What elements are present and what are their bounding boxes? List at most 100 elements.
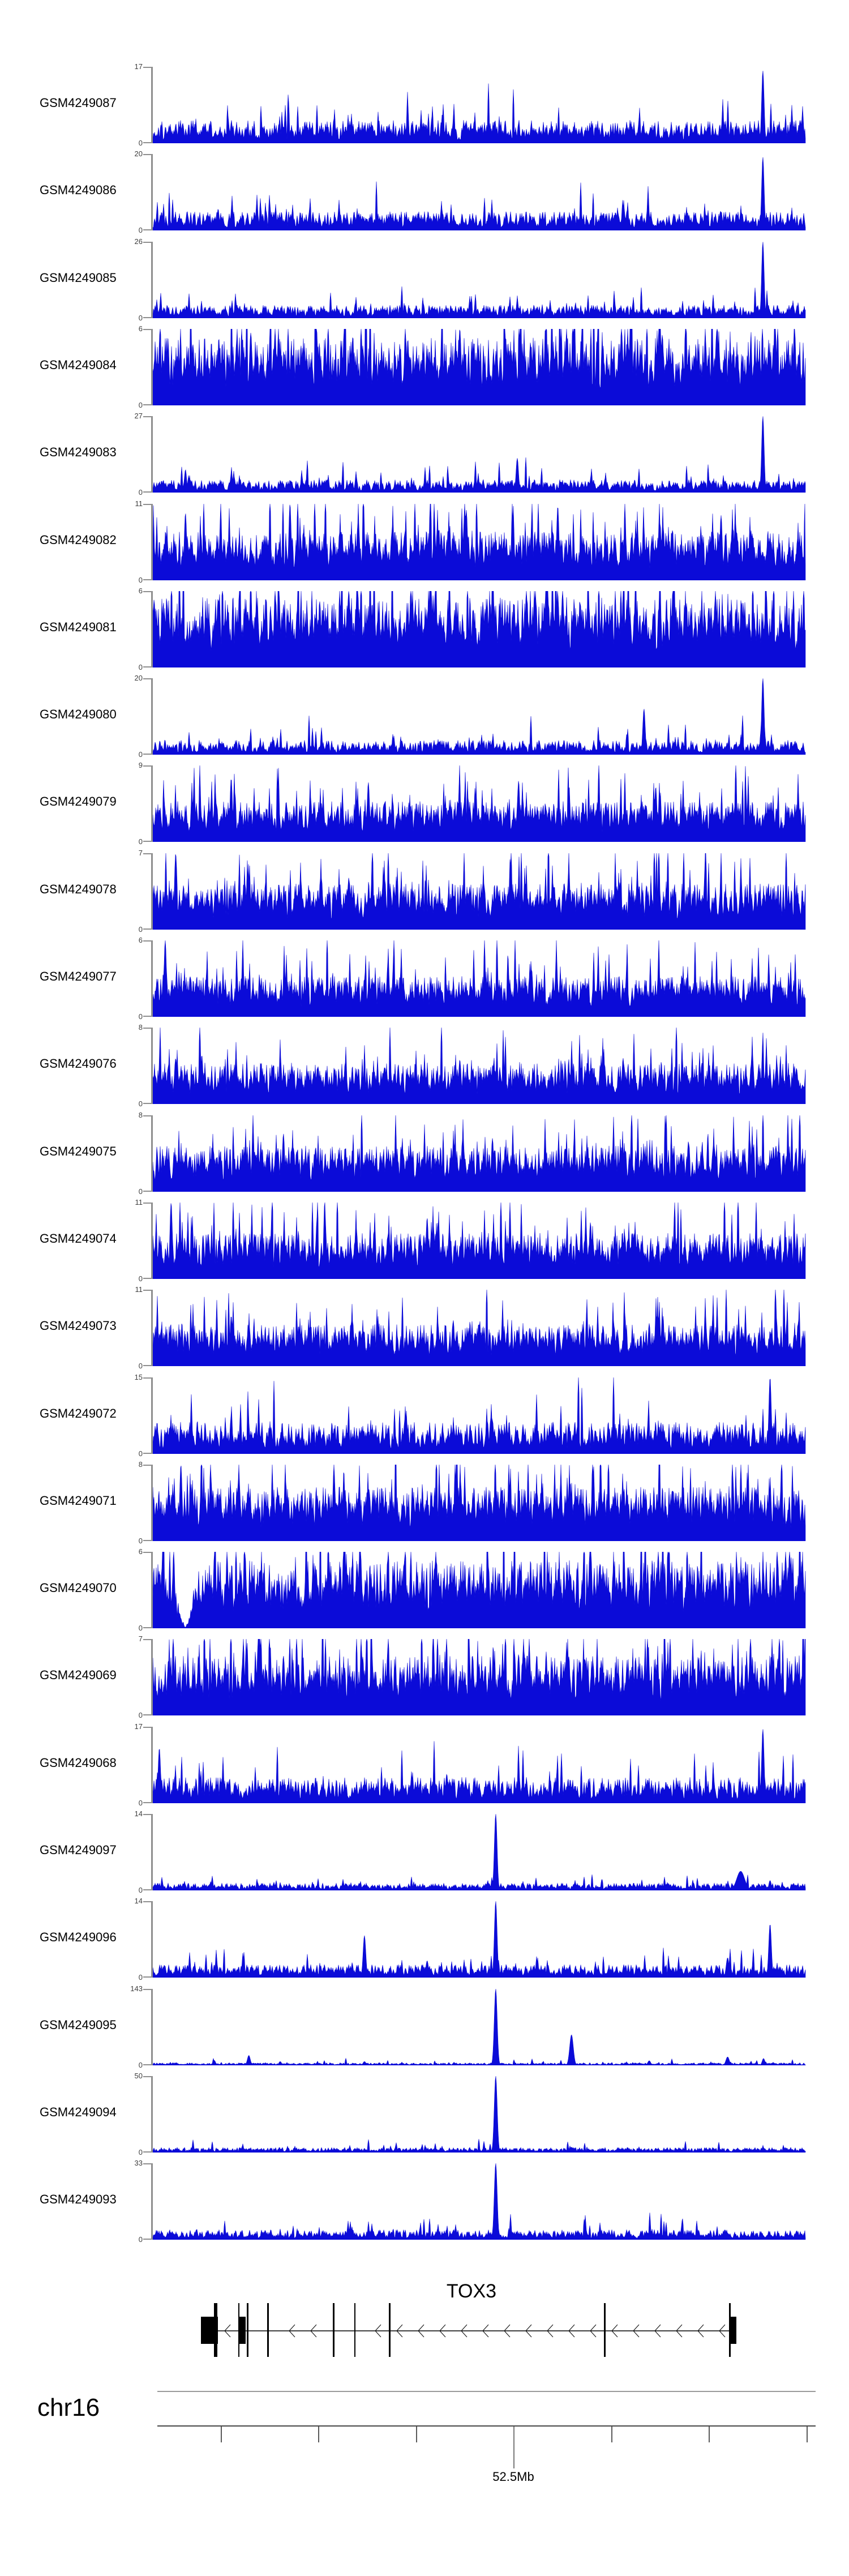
y-axis-zero-label: 0 bbox=[138, 1799, 143, 1807]
gene-exon-coding bbox=[735, 2317, 736, 2344]
y-axis-zero-tick bbox=[143, 841, 152, 842]
axis-minor-tick bbox=[416, 2427, 417, 2442]
coverage-track-row: GSM4249095 143 0 bbox=[0, 1985, 849, 2069]
y-axis-top-tick bbox=[143, 1203, 152, 1204]
coverage-signal-plot bbox=[153, 242, 806, 318]
y-axis-spine bbox=[151, 1814, 153, 1890]
coverage-signal-area bbox=[153, 1552, 806, 1628]
y-axis-top-tick bbox=[143, 1115, 152, 1116]
y-axis-zero-tick bbox=[143, 928, 152, 930]
axis-minor-tick bbox=[709, 2427, 710, 2442]
coverage-track-row: GSM4249084 6 0 bbox=[0, 325, 849, 409]
gene-track-panel: TOX3 bbox=[0, 2276, 849, 2378]
coverage-track-row: GSM4249086 20 0 bbox=[0, 150, 849, 234]
y-axis-spine bbox=[151, 940, 153, 1017]
y-axis-zero-tick bbox=[143, 1627, 152, 1628]
axis-minor-tick bbox=[611, 2427, 612, 2442]
coverage-signal-area bbox=[153, 765, 806, 842]
coverage-signal-area bbox=[153, 1028, 806, 1104]
y-axis-max-label: 6 bbox=[138, 936, 143, 944]
y-axis-max-label: 26 bbox=[134, 237, 143, 246]
y-axis-zero-tick bbox=[143, 1278, 152, 1279]
coverage-signal-plot bbox=[153, 157, 806, 230]
coverage-signal-plot bbox=[153, 1729, 806, 1803]
genome-axis-line bbox=[157, 2425, 816, 2427]
axis-minor-tick bbox=[221, 2427, 222, 2442]
y-axis-zero-tick bbox=[143, 1191, 152, 1192]
y-axis-spine bbox=[151, 329, 153, 405]
y-axis-top-tick bbox=[143, 154, 152, 155]
y-axis-max-label: 8 bbox=[138, 1023, 143, 1032]
coverage-signal-area bbox=[153, 242, 806, 318]
coverage-signal-plot bbox=[153, 1814, 806, 1890]
axis-major-tick bbox=[513, 2427, 514, 2468]
coverage-signal-plot bbox=[153, 940, 806, 1017]
gene-exon-tall bbox=[247, 2303, 248, 2357]
y-axis-zero-label: 0 bbox=[138, 2148, 143, 2156]
track-sample-label: GSM4249083 bbox=[40, 445, 117, 459]
gene-exon-tall bbox=[267, 2303, 269, 2357]
coverage-track-row: GSM4249081 6 0 bbox=[0, 587, 849, 671]
gene-exon-coding bbox=[731, 2317, 735, 2344]
y-axis-top-tick bbox=[143, 2163, 152, 2164]
y-axis-max-label: 6 bbox=[138, 324, 143, 333]
coverage-track-row: GSM4249076 8 0 bbox=[0, 1024, 849, 1108]
coverage-signal-plot bbox=[153, 416, 806, 493]
coverage-signal-plot bbox=[153, 1552, 806, 1628]
coverage-track-row: GSM4249078 7 0 bbox=[0, 849, 849, 934]
y-axis-zero-label: 0 bbox=[138, 1973, 143, 1982]
coverage-signal-plot bbox=[153, 504, 806, 580]
coverage-track-row: GSM4249070 6 0 bbox=[0, 1548, 849, 1632]
coverage-track-row: GSM4249093 33 0 bbox=[0, 2159, 849, 2244]
coverage-track-row: GSM4249068 17 0 bbox=[0, 1723, 849, 1807]
y-axis-spine bbox=[151, 1115, 153, 1192]
y-axis-top-tick bbox=[143, 678, 152, 679]
coverage-signal-plot bbox=[153, 71, 806, 143]
y-axis-top-tick bbox=[143, 2076, 152, 2077]
y-axis-zero-label: 0 bbox=[138, 837, 143, 846]
y-axis-top-tick bbox=[143, 1465, 152, 1466]
track-sample-label: GSM4249072 bbox=[40, 1406, 117, 1420]
coverage-signal-area bbox=[153, 71, 806, 143]
y-axis-zero-label: 0 bbox=[138, 226, 143, 234]
coverage-track-row: GSM4249080 20 0 bbox=[0, 674, 849, 759]
coverage-signal-area bbox=[153, 1377, 806, 1454]
track-sample-label: GSM4249078 bbox=[40, 882, 117, 896]
track-sample-label: GSM4249075 bbox=[40, 1144, 117, 1158]
y-axis-max-label: 27 bbox=[134, 412, 143, 420]
track-sample-label: GSM4249077 bbox=[40, 969, 117, 983]
y-axis-max-label: 14 bbox=[134, 1897, 143, 1905]
y-axis-spine bbox=[151, 154, 153, 230]
track-sample-label: GSM4249082 bbox=[40, 533, 117, 547]
y-axis-max-label: 8 bbox=[138, 1460, 143, 1469]
y-axis-zero-label: 0 bbox=[138, 1624, 143, 1632]
y-axis-spine bbox=[151, 67, 153, 143]
track-sample-label: GSM4249094 bbox=[40, 2105, 117, 2119]
coverage-signal-area bbox=[153, 1989, 806, 2065]
y-axis-top-tick bbox=[143, 1639, 152, 1640]
y-axis-max-label: 17 bbox=[134, 1722, 143, 1731]
coverage-track-row: GSM4249073 11 0 bbox=[0, 1286, 849, 1370]
y-axis-zero-label: 0 bbox=[138, 139, 143, 147]
y-axis-zero-label: 0 bbox=[138, 1537, 143, 1545]
y-axis-zero-tick bbox=[143, 2064, 152, 2065]
coverage-tracks-panel: GSM4249087 17 0 GSM4249086 20 0 GSM4249085 26 0 G… bbox=[0, 63, 849, 2244]
coverage-signal-plot bbox=[153, 1465, 806, 1541]
y-axis-top-tick bbox=[143, 1377, 152, 1379]
y-axis-zero-label: 0 bbox=[138, 750, 143, 759]
coverage-signal-area bbox=[153, 853, 806, 930]
y-axis-top-tick bbox=[143, 504, 152, 505]
y-axis-zero-tick bbox=[143, 229, 152, 230]
coverage-track-row: GSM4249085 26 0 bbox=[0, 238, 849, 322]
gene-model-diagram bbox=[201, 2303, 736, 2357]
coverage-track-row: GSM4249082 11 0 bbox=[0, 500, 849, 584]
y-axis-zero-tick bbox=[143, 1540, 152, 1541]
y-axis-zero-tick bbox=[143, 142, 152, 143]
coverage-signal-plot bbox=[153, 1203, 806, 1279]
y-axis-zero-label: 0 bbox=[138, 2235, 143, 2244]
y-axis-zero-tick bbox=[143, 317, 152, 318]
y-axis-zero-label: 0 bbox=[138, 1274, 143, 1283]
coverage-signal-area bbox=[153, 678, 806, 755]
coverage-signal-plot bbox=[153, 591, 806, 667]
